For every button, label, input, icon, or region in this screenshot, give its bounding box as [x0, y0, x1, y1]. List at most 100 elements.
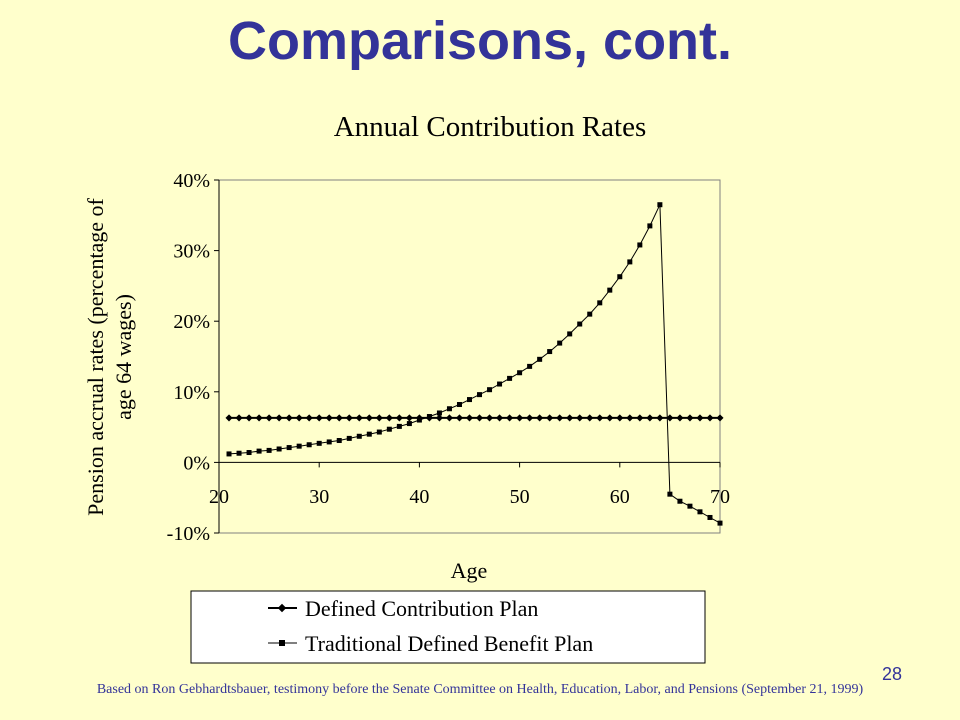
point-defined-contribution [566, 414, 574, 422]
point-defined-contribution [636, 414, 644, 422]
point-defined-benefit [336, 438, 342, 444]
point-defined-contribution [305, 414, 313, 422]
point-defined-benefit [286, 445, 292, 451]
x-tick-label: 60 [610, 486, 630, 508]
point-defined-benefit [667, 491, 673, 497]
point-defined-contribution [475, 414, 484, 422]
point-defined-benefit [326, 439, 332, 445]
y-axis-label-line-2: age 64 wages) [111, 294, 136, 420]
x-tick-label: 40 [409, 486, 429, 508]
legend: Defined Contribution Plan Traditional De… [190, 590, 706, 664]
point-defined-benefit [416, 417, 422, 423]
point-defined-contribution [315, 414, 323, 422]
point-defined-contribution [275, 414, 283, 422]
series-line-defined-benefit [228, 204, 721, 524]
point-defined-contribution [265, 414, 273, 422]
point-defined-benefit [697, 509, 703, 515]
x-tick-label: 50 [510, 486, 530, 508]
point-defined-benefit [256, 448, 262, 454]
point-defined-benefit [517, 370, 523, 376]
point-defined-benefit [597, 300, 603, 306]
point-defined-contribution [365, 414, 373, 422]
point-defined-contribution [255, 414, 263, 422]
point-defined-contribution [455, 414, 464, 422]
point-defined-benefit [507, 375, 513, 381]
point-defined-benefit [396, 423, 402, 429]
point-defined-benefit [477, 392, 483, 398]
y-tick-label: 10% [173, 382, 210, 404]
point-defined-contribution [355, 414, 363, 422]
point-defined-contribution [496, 414, 504, 422]
point-defined-contribution [335, 414, 343, 422]
x-tick-label: 20 [209, 486, 229, 508]
point-defined-benefit [376, 429, 382, 435]
point-defined-benefit [276, 446, 282, 452]
legend-label-defined-benefit: Traditional Defined Benefit Plan [305, 631, 593, 656]
point-defined-benefit [356, 433, 362, 439]
point-defined-contribution [696, 414, 704, 422]
point-defined-benefit [687, 503, 693, 509]
point-defined-contribution [686, 414, 694, 422]
point-defined-contribution [616, 414, 624, 422]
point-defined-benefit [577, 321, 583, 327]
point-defined-contribution [235, 414, 243, 422]
point-defined-benefit [717, 520, 723, 526]
point-defined-benefit [547, 349, 553, 355]
point-defined-benefit [226, 451, 232, 457]
point-defined-benefit [627, 259, 633, 265]
point-defined-contribution [516, 414, 524, 422]
point-defined-benefit [487, 387, 493, 393]
x-tick-label: 70 [710, 486, 730, 508]
point-defined-benefit [296, 443, 302, 449]
point-defined-benefit [527, 363, 533, 369]
point-defined-benefit [657, 202, 663, 208]
chart-title: Annual Contribution Rates [334, 111, 647, 143]
point-defined-benefit [707, 514, 713, 520]
point-defined-benefit [617, 274, 623, 280]
point-defined-benefit [436, 410, 442, 416]
point-defined-contribution [465, 414, 474, 422]
point-defined-benefit [236, 450, 242, 456]
point-defined-benefit [316, 440, 322, 446]
point-defined-benefit [467, 397, 472, 403]
legend-label-defined-contribution: Defined Contribution Plan [305, 596, 538, 621]
x-tick-label: 30 [309, 486, 329, 508]
point-defined-contribution [706, 414, 714, 422]
point-defined-benefit [497, 381, 503, 387]
point-defined-contribution [295, 414, 303, 422]
point-defined-contribution [405, 414, 413, 422]
y-axis-label-line-1: Pension accrual rates (percentage of [83, 198, 108, 516]
point-defined-contribution [556, 414, 564, 422]
x-tick-labels: 20 30 40 50 60 70 [209, 486, 730, 508]
point-defined-contribution [646, 414, 654, 422]
series-layer [225, 202, 724, 526]
point-defined-contribution [536, 414, 544, 422]
point-defined-contribution [385, 414, 393, 422]
point-defined-contribution [626, 414, 634, 422]
point-defined-benefit [637, 242, 643, 248]
y-tick-label: 20% [173, 311, 210, 333]
y-tick-label: -10% [167, 523, 210, 545]
slide-title: Comparisons, cont. [227, 11, 733, 71]
point-defined-contribution [666, 414, 674, 422]
point-defined-contribution [445, 414, 453, 422]
point-defined-benefit [587, 311, 593, 317]
point-defined-contribution [676, 414, 684, 422]
point-defined-contribution [395, 414, 403, 422]
point-defined-contribution [435, 414, 443, 422]
source-note: Based on Ron Gebhardtsbauer, testimony b… [96, 682, 864, 697]
point-defined-contribution [596, 414, 604, 422]
point-defined-contribution [576, 414, 584, 422]
page-number: 28 [882, 664, 903, 684]
legend-box [190, 590, 706, 664]
plot-area [218, 179, 721, 534]
x-axis-label: Age [451, 558, 488, 583]
point-defined-contribution [225, 414, 233, 422]
y-axis-label: Pension accrual rates (percentage of age… [83, 198, 136, 516]
point-defined-contribution [586, 414, 594, 422]
point-defined-benefit [537, 356, 543, 362]
point-defined-contribution [546, 414, 554, 422]
point-defined-benefit [386, 426, 392, 432]
point-defined-benefit [557, 340, 563, 346]
